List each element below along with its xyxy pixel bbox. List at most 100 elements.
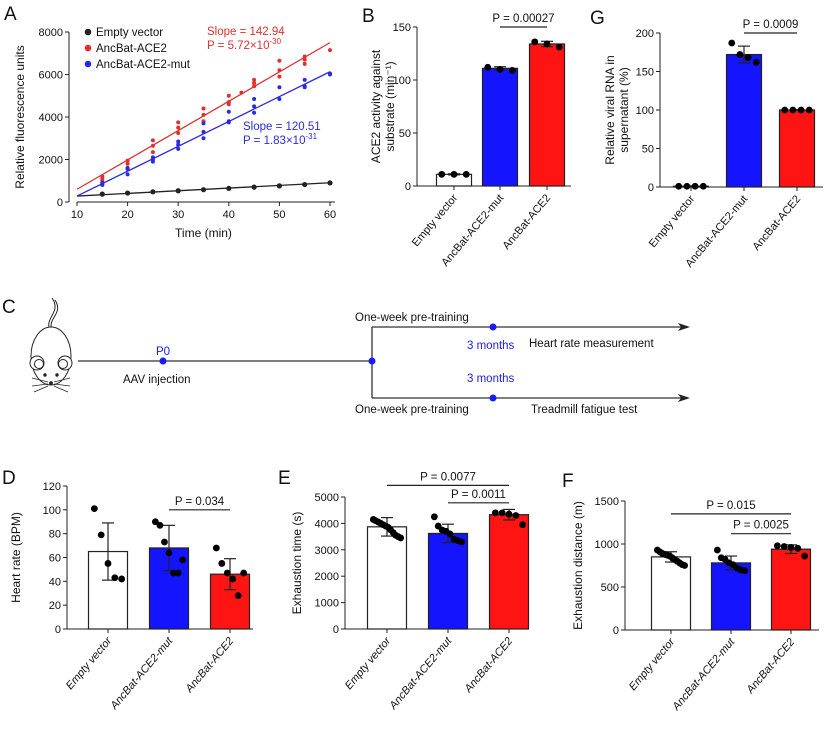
data-point bbox=[458, 538, 466, 546]
x-tick-label: 20 bbox=[121, 209, 133, 221]
data-point bbox=[201, 136, 206, 141]
data-point bbox=[498, 509, 506, 517]
data-point bbox=[744, 54, 752, 62]
y-tick-label: 2000 bbox=[315, 571, 339, 583]
data-point bbox=[226, 185, 232, 191]
y-axis-label: Heart rate (BPM) bbox=[9, 512, 23, 603]
data-point bbox=[97, 531, 105, 539]
data-point bbox=[118, 575, 126, 583]
data-point bbox=[713, 546, 721, 554]
data-point bbox=[787, 544, 795, 551]
data-point bbox=[675, 182, 683, 190]
data-point bbox=[252, 110, 257, 115]
panel-label-e: E bbox=[278, 468, 291, 489]
data-point bbox=[176, 142, 181, 147]
chart-a: 10 20 30 40 50 60 0 2000 4000 6000 8000 Time (min) R… bbox=[13, 26, 336, 240]
data-point bbox=[226, 93, 231, 98]
y-tick-label: 60 bbox=[49, 553, 61, 565]
data-point bbox=[156, 521, 164, 529]
p-value-exponent: -30 bbox=[269, 37, 281, 46]
y-axis-label: Exhaustion time (s) bbox=[290, 512, 304, 615]
timeline-treadmill-label: Treadmill fatigue test bbox=[531, 404, 638, 416]
x-tick-label: Empty vector bbox=[64, 634, 115, 692]
data-point bbox=[430, 513, 438, 521]
data-point bbox=[328, 48, 332, 53]
x-tick-label: Empty vector bbox=[410, 192, 461, 249]
data-point bbox=[681, 562, 689, 569]
bar bbox=[427, 532, 469, 630]
timeline-diagram: P0 AAV injection One-week pre-training O… bbox=[29, 297, 690, 416]
data-point bbox=[801, 552, 809, 560]
y-tick-label: 1500 bbox=[595, 496, 619, 508]
data-point bbox=[302, 54, 307, 59]
bar bbox=[650, 556, 692, 631]
data-point bbox=[797, 106, 805, 114]
panel-label-d: D bbox=[2, 468, 16, 489]
x-tick-label: AncBat-ACE2 bbox=[500, 192, 553, 252]
data-point bbox=[781, 106, 789, 114]
x-tick-label: Empty vector bbox=[627, 635, 678, 693]
data-point bbox=[302, 84, 307, 89]
chart-e: 0 1000 2000 3000 4000 5000 Exhaustion time (s)… bbox=[290, 471, 530, 713]
p-value-label: P = 0.00027 bbox=[492, 13, 554, 25]
x-tick-label: 40 bbox=[223, 209, 235, 221]
y-tick-label: 150 bbox=[636, 67, 654, 79]
data-point bbox=[512, 512, 520, 519]
data-point bbox=[752, 58, 760, 66]
y-tick-label: 500 bbox=[601, 582, 619, 594]
panel-label-a: A bbox=[4, 4, 17, 25]
data-point bbox=[99, 191, 105, 197]
y-tick-label: 4000 bbox=[39, 112, 63, 124]
y-tick-label: 4000 bbox=[315, 518, 339, 530]
data-point bbox=[200, 187, 207, 193]
timeline-pretrain-bottom: One-week pre-training bbox=[355, 404, 469, 416]
timeline-dot-lower bbox=[489, 394, 497, 402]
p-value-label: P = 0.0077 bbox=[420, 471, 476, 483]
data-point bbox=[212, 544, 220, 552]
panel-label-b: B bbox=[362, 6, 375, 27]
y-tick-label: 6000 bbox=[39, 70, 63, 82]
chart-f: 0 500 1000 1500 Exhaustion distance (m) Empty… bbox=[571, 496, 819, 714]
p-value-annotation: P = 5.72×10-30 bbox=[207, 37, 282, 52]
legend-label: AncBat-ACE2 bbox=[96, 43, 167, 55]
data-point bbox=[104, 560, 112, 567]
data-point bbox=[150, 143, 155, 148]
data-point bbox=[789, 106, 797, 114]
data-point bbox=[176, 139, 181, 144]
y-tick-label: 20 bbox=[49, 600, 61, 612]
timeline-dot-upper bbox=[489, 323, 497, 331]
timeline-months-top: 3 months bbox=[467, 340, 515, 352]
data-point bbox=[543, 40, 551, 48]
data-point bbox=[450, 170, 458, 178]
data-point bbox=[699, 182, 707, 190]
legend-label: AncBat-ACE2-mut bbox=[96, 59, 191, 71]
data-point bbox=[555, 43, 563, 51]
data-point bbox=[125, 172, 130, 177]
panel-label-f: F bbox=[562, 471, 574, 492]
p-value-label: P = 0.034 bbox=[175, 496, 225, 508]
bar bbox=[488, 514, 530, 630]
y-tick-label: 0 bbox=[405, 181, 411, 193]
data-point bbox=[276, 183, 282, 189]
y-tick-label: 100 bbox=[393, 75, 411, 87]
data-point bbox=[302, 77, 307, 82]
data-point bbox=[780, 543, 788, 550]
data-point bbox=[201, 112, 206, 117]
data-point bbox=[302, 57, 307, 62]
y-tick-label: 120 bbox=[43, 481, 61, 493]
y-tick-label: 8000 bbox=[39, 27, 63, 39]
data-point bbox=[277, 74, 282, 79]
data-point bbox=[519, 521, 527, 529]
x-tick-label: AncBat-ACE2 bbox=[462, 635, 515, 695]
data-point bbox=[462, 170, 470, 178]
data-point bbox=[496, 66, 504, 73]
data-point bbox=[302, 181, 308, 188]
chart-g: 0 50 100 150 200 Relative viral RNA in superna… bbox=[603, 19, 823, 270]
data-point bbox=[728, 39, 736, 47]
y-tick-label: 40 bbox=[49, 576, 61, 588]
timeline-aav-label: AAV injection bbox=[123, 374, 191, 386]
data-point bbox=[176, 125, 181, 130]
data-point bbox=[252, 104, 257, 109]
data-point bbox=[174, 569, 182, 577]
data-point bbox=[683, 182, 691, 190]
